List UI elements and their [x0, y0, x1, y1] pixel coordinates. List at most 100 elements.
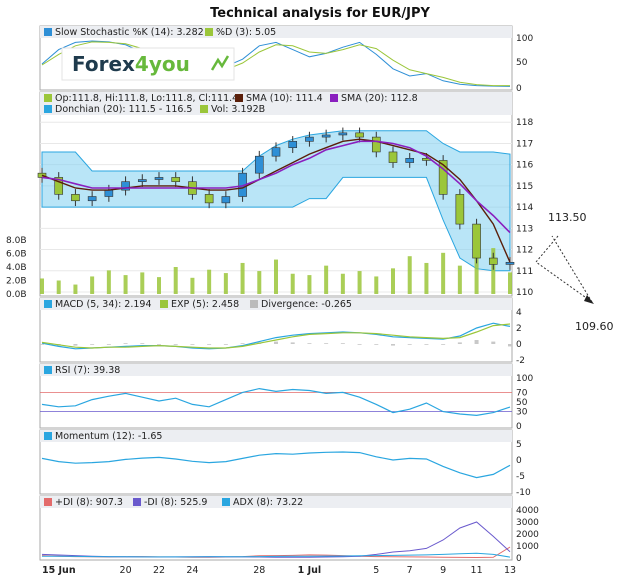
x-tick-0: 15 Jun — [42, 565, 76, 576]
price-tick-112: 112 — [516, 246, 533, 256]
price-tick-110: 110 — [516, 288, 533, 298]
macd-legend-swatch — [44, 300, 52, 308]
volume-bar — [274, 259, 278, 294]
divergence-bar — [190, 344, 195, 345]
x-tick-5: 1 Jul — [298, 565, 321, 576]
logo-text-4you: 4you — [135, 52, 190, 76]
stoch-k-legend-swatch — [44, 28, 52, 36]
sma10-legend-swatch — [235, 94, 243, 102]
candle-body — [137, 179, 147, 182]
momentum-tick-3: -10 — [516, 488, 531, 498]
donchian-legend-swatch — [44, 105, 52, 113]
volume-bar — [324, 265, 329, 294]
x-tick-3: 24 — [186, 565, 198, 576]
volume-bar — [106, 270, 111, 294]
candle-body — [371, 136, 381, 153]
dmi-tick-4: 0 — [516, 554, 522, 564]
divergence-bar — [73, 344, 78, 346]
rsi-tick-100: 100 — [516, 374, 533, 384]
divergence-bar — [157, 344, 161, 345]
divergence-bar — [240, 343, 245, 344]
volume-tick-1: 6.0B — [6, 250, 27, 260]
candle-body — [472, 223, 481, 259]
annotation-upper: 113.50 — [548, 211, 587, 224]
volume-legend-swatch — [200, 105, 208, 113]
momentum-line — [41, 451, 511, 479]
divergence-bar — [491, 341, 496, 344]
dmi-panel: +DI (8): 907.3 -DI (8): 525.9 ADX (8): 7… — [39, 495, 539, 564]
candle-body — [305, 136, 314, 142]
divergence-legend-swatch — [250, 300, 258, 308]
adx-legend-swatch — [222, 498, 230, 506]
dmi-tick-2: 2000 — [516, 530, 539, 540]
macd-tick-0: 4 — [516, 308, 522, 318]
x-tick-1: 20 — [120, 565, 132, 576]
dmi-tick-0: 4000 — [516, 506, 539, 516]
volume-tick-2: 4.0B — [6, 263, 27, 273]
momentum-panel: Momentum (12): -1.65 5 0 -5 -10 — [39, 429, 531, 498]
candle-body — [488, 257, 498, 265]
candle-body — [505, 261, 515, 265]
svg-text:Forex4you: Forex4you — [72, 52, 190, 76]
x-tick-4: 28 — [253, 565, 265, 576]
rsi-legend: RSI (7): 39.38 — [55, 365, 120, 376]
chart-title: Technical analysis for EUR/JPY — [210, 6, 430, 21]
candle-body — [338, 132, 348, 136]
forecast-arrow-return — [551, 235, 593, 303]
volume-bar — [207, 269, 212, 294]
price-tick-113: 113 — [516, 224, 533, 234]
divergence-legend: Divergence: -0.265 — [261, 299, 352, 310]
volume-bar — [340, 273, 345, 294]
volume-bar — [240, 262, 245, 294]
forecast-annotation: 113.50 109.60 — [535, 211, 614, 333]
logo-text-forex: Forex — [72, 52, 135, 76]
rsi-tick-0: 0 — [516, 422, 522, 432]
volume-bar — [391, 268, 395, 294]
divergence-bar — [340, 343, 345, 344]
volume-tick-0: 8.0B — [6, 236, 27, 246]
momentum-tick-2: -5 — [516, 472, 525, 482]
rsi-line — [41, 387, 511, 417]
macd-exp-line — [41, 323, 511, 349]
candle-body — [438, 160, 448, 195]
candle-body — [221, 196, 231, 204]
volume-bar — [508, 272, 512, 294]
volume-bar — [457, 265, 462, 294]
forecast-arrowhead-icon — [584, 295, 594, 304]
adx-line — [41, 552, 511, 558]
divergence-bar — [307, 343, 312, 344]
minus-di-legend-swatch — [133, 498, 141, 506]
momentum-legend: Momentum (12): -1.65 — [55, 431, 162, 442]
candle-body — [388, 151, 398, 163]
momentum-tick-0: 5 — [516, 440, 522, 450]
volume-tick-4: 0.0B — [6, 290, 27, 300]
sma10-legend: SMA (10): 111.4 — [246, 93, 323, 104]
candle-body — [288, 141, 298, 149]
macd-panel: MACD (5, 34): 2.194 EXP (5): 2.458 Diver… — [39, 297, 525, 366]
divergence-bar — [424, 344, 429, 345]
minus-di-legend: -DI (8): 525.9 — [144, 497, 207, 508]
stoch-tick-50: 50 — [516, 58, 528, 68]
ohlc-legend: Op:111.8, Hi:111.8, Lo:111.8, Cl:111.4 — [55, 93, 238, 104]
divergence-bar — [140, 343, 145, 344]
annotation-lower: 109.60 — [575, 320, 614, 333]
divergence-bar — [123, 343, 128, 344]
forex4you-logo: Forex4you — [61, 47, 235, 81]
volume-bar — [123, 275, 128, 294]
divergence-bar — [324, 343, 329, 344]
stoch-tick-0: 0 — [516, 84, 522, 94]
macd-tick-3: -2 — [516, 356, 525, 366]
macd-tick-1: 2 — [516, 324, 522, 334]
stoch-d-legend: %D (3): 5.05 — [216, 27, 276, 38]
candle-body — [254, 155, 264, 174]
volume-bar — [173, 267, 178, 294]
volume-bar — [90, 276, 95, 294]
candle-body — [405, 158, 415, 163]
candle-body — [271, 147, 281, 157]
ohlc-legend-swatch — [44, 94, 52, 102]
volume-bar — [474, 254, 479, 294]
rsi-tick-70: 70 — [516, 388, 528, 398]
volume-bar — [374, 276, 379, 294]
plus-di-legend-swatch — [44, 498, 52, 506]
